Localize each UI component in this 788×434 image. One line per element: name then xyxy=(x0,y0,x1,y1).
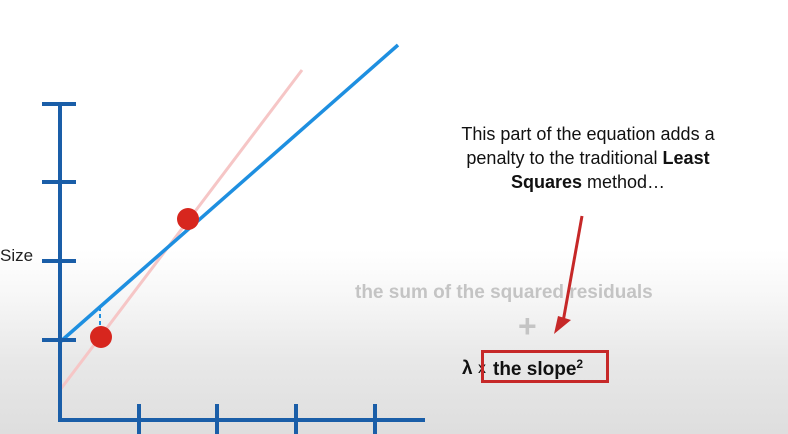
callout-squares: Squares xyxy=(510,172,582,192)
callout-line1: This part of the equation adds a xyxy=(461,124,715,144)
penalty-term-box xyxy=(481,350,609,383)
y-axis-label: Size xyxy=(0,246,34,265)
slope-label: the slope xyxy=(493,359,577,380)
callout-arrow-shaft xyxy=(561,215,584,323)
callout-line2: penalty to the traditional xyxy=(466,148,663,168)
callout-least: Least xyxy=(662,148,710,168)
lambda-symbol: λ xyxy=(462,358,473,379)
slope-squared-term: the slope2 xyxy=(493,357,583,381)
callout-text: This part of the equation adds a penalty… xyxy=(418,122,758,194)
callout-arrow-head xyxy=(554,316,571,334)
plus-sign: + xyxy=(518,308,537,344)
data-point xyxy=(90,326,112,348)
callout-method: method… xyxy=(582,172,666,192)
slope-exponent: 2 xyxy=(576,357,584,371)
sum-squared-residuals-term: the sum of the squared residuals xyxy=(355,282,653,303)
ridge-regression-line xyxy=(58,43,400,344)
data-point xyxy=(177,208,199,230)
